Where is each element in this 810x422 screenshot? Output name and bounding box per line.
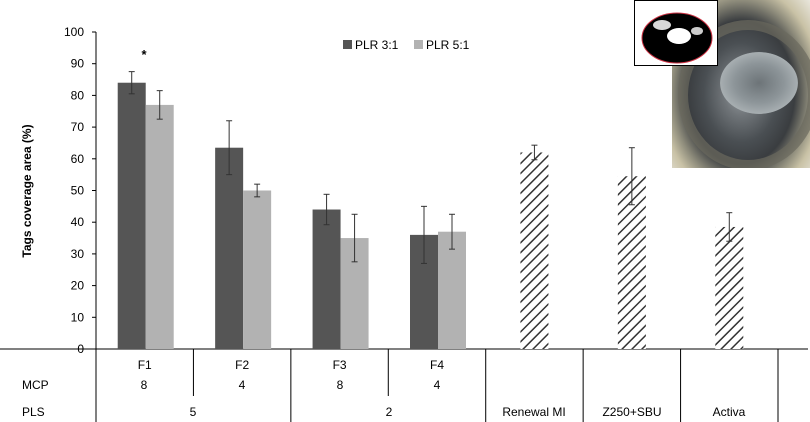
row-header-pls: PLS bbox=[22, 405, 45, 419]
tag-coverage-spot bbox=[720, 52, 798, 114]
bar bbox=[438, 231, 466, 349]
mcp-value: 8 bbox=[141, 378, 148, 392]
labels: 0 10 20 30 40 50 60 70 80 90 100 F1 F2 F3 F4 bbox=[64, 25, 444, 372]
legend-swatch-plr51 bbox=[414, 40, 423, 49]
bar bbox=[215, 147, 244, 349]
legend: PLR 3:1 PLR 5:1 bbox=[343, 38, 470, 52]
category-label: F2 bbox=[235, 358, 249, 372]
mcp-value: 4 bbox=[239, 378, 246, 392]
y-tick-label: 0 bbox=[77, 342, 84, 356]
row-header-mcp: MCP bbox=[22, 378, 49, 392]
bars bbox=[117, 71, 744, 349]
bar bbox=[117, 82, 146, 349]
bar bbox=[520, 152, 549, 349]
category-label: F4 bbox=[430, 358, 444, 372]
legend-swatch-plr31 bbox=[343, 40, 352, 49]
y-tick-label: 50 bbox=[71, 184, 85, 198]
specimen-photo bbox=[672, 0, 810, 168]
legend-label-plr31: PLR 3:1 bbox=[355, 38, 399, 52]
bar bbox=[145, 104, 174, 349]
y-tick-label: 100 bbox=[64, 25, 84, 39]
pls-value: 5 bbox=[190, 405, 197, 419]
significance-asterisk: * bbox=[141, 47, 147, 62]
y-axis-label: Tags coverage area (%) bbox=[20, 124, 34, 257]
binary-mask-image bbox=[641, 12, 713, 64]
y-tick-label: 90 bbox=[71, 57, 85, 71]
mcp-value: 8 bbox=[337, 378, 344, 392]
y-tick-label: 70 bbox=[71, 120, 85, 134]
bar bbox=[715, 226, 744, 349]
specimen-rim bbox=[678, 20, 810, 168]
pls-material: Z250+SBU bbox=[602, 405, 661, 419]
y-tick-label: 80 bbox=[71, 88, 85, 102]
y-tick-label: 40 bbox=[71, 215, 85, 229]
pls-material: Renewal MI bbox=[502, 405, 565, 419]
y-tick-label: 60 bbox=[71, 152, 85, 166]
pls-material: Activa bbox=[713, 405, 746, 419]
y-tick-label: 10 bbox=[71, 310, 85, 324]
bar bbox=[312, 209, 341, 349]
category-label: F1 bbox=[138, 358, 152, 372]
y-tick-label: 20 bbox=[71, 279, 85, 293]
y-tick-label: 30 bbox=[71, 247, 85, 261]
legend-label-plr51: PLR 5:1 bbox=[426, 38, 470, 52]
pls-value: 2 bbox=[386, 405, 393, 419]
category-label: F3 bbox=[333, 358, 347, 372]
mcp-value: 4 bbox=[434, 378, 441, 392]
binary-mask-inset bbox=[634, 0, 718, 66]
bar bbox=[243, 190, 272, 349]
